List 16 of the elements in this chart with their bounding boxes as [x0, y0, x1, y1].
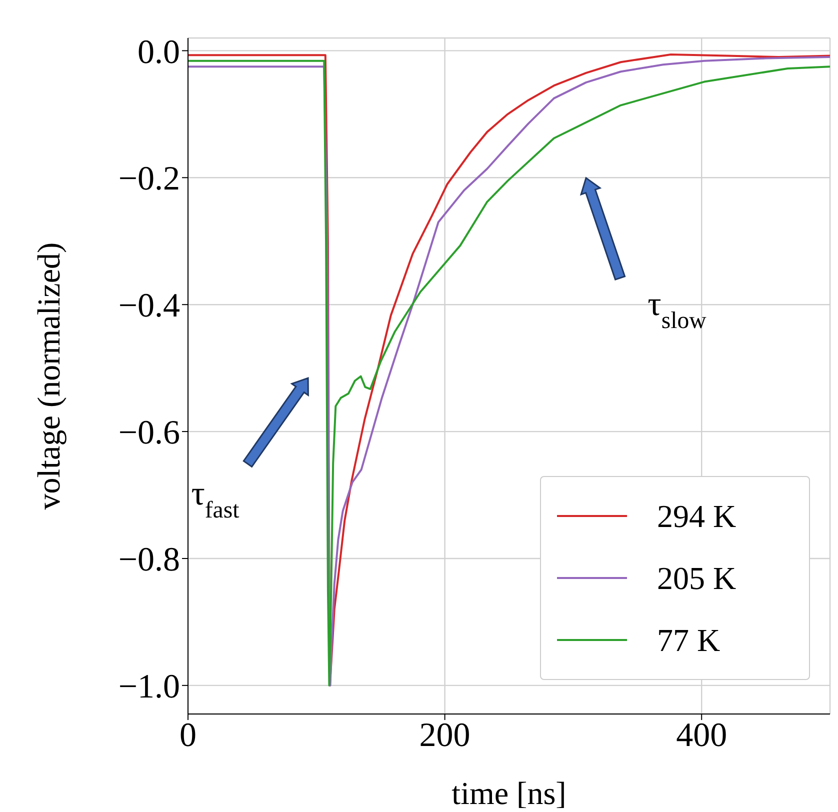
y-axis-title: voltage (normalized): [30, 242, 66, 510]
y-tick-label: 0.0: [138, 34, 180, 71]
y-tick-label: −0.6: [118, 414, 180, 452]
y-tick-label: −0.8: [118, 542, 180, 579]
y-tick-label: −1.0: [118, 668, 180, 706]
y-tick-label: −0.2: [118, 160, 180, 198]
x-axis-title: time [ns]: [452, 775, 566, 811]
x-tick-label: 400: [676, 717, 728, 754]
legend-label: 77 K: [657, 622, 720, 658]
x-tick-label: 0: [180, 717, 196, 754]
legend-label: 294 K: [657, 498, 736, 534]
x-tick-label: 200: [419, 717, 470, 754]
legend-label: 205 K: [657, 560, 736, 596]
annotation: τ$_{fast}$: [191, 475, 240, 524]
annotation: τ$_{slow}$: [648, 286, 708, 334]
y-tick-label: −0.4: [118, 288, 180, 325]
